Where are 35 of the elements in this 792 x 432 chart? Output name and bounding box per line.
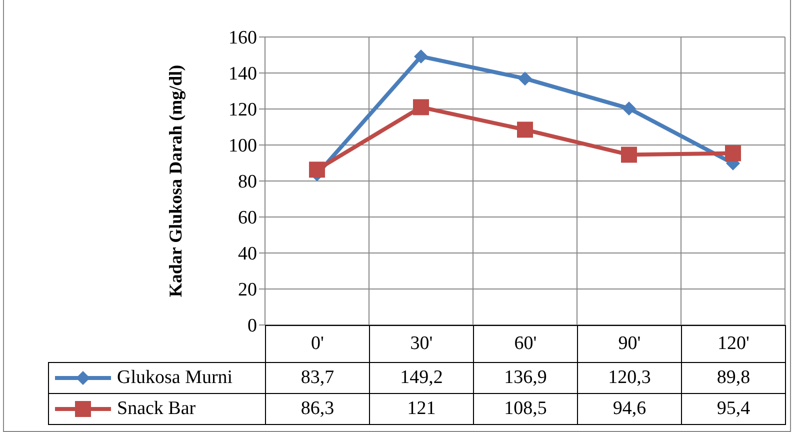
legend-label: Glukosa Murni	[117, 367, 233, 389]
y-tick-label: 60	[238, 208, 257, 229]
point	[622, 101, 636, 116]
y-tick-label: 80	[238, 172, 257, 193]
y-tick-label: 140	[228, 64, 257, 85]
y-tick-label: 100	[228, 136, 257, 157]
y-tick-label: 20	[238, 280, 257, 301]
point	[414, 49, 428, 64]
point	[413, 99, 429, 116]
point	[725, 145, 741, 162]
data-label: 86,3	[265, 393, 370, 425]
legend-label: Snack Bar	[117, 398, 196, 420]
data-label: 95,4	[681, 393, 786, 425]
data-label: 120,3	[577, 362, 682, 394]
data-label: 136,9	[473, 362, 578, 394]
y-tick-label: 160	[228, 28, 257, 49]
data-label: 83,7	[265, 362, 370, 394]
data-label: 94,6	[577, 393, 682, 425]
data-label: 108,5	[473, 393, 578, 425]
x-tick-label: 120'	[681, 325, 786, 363]
point	[518, 72, 532, 86]
point	[309, 162, 325, 178]
data-label: 149,2	[369, 362, 474, 394]
x-tick-label: 0'	[265, 325, 370, 363]
data-label: 89,8	[681, 362, 786, 394]
y-tick-label: 0	[248, 316, 257, 337]
point	[621, 146, 637, 163]
data-label: 121	[369, 393, 474, 425]
x-tick-label: 60'	[473, 325, 578, 363]
y-tick-label: 40	[238, 244, 257, 265]
y-tick-label: 120	[228, 100, 257, 121]
x-tick-label: 90'	[577, 325, 682, 363]
point	[517, 122, 533, 138]
y-axis-title: Kadar Glukosa Darah (mg/dl)	[165, 64, 186, 298]
x-tick-label: 30'	[369, 325, 474, 363]
